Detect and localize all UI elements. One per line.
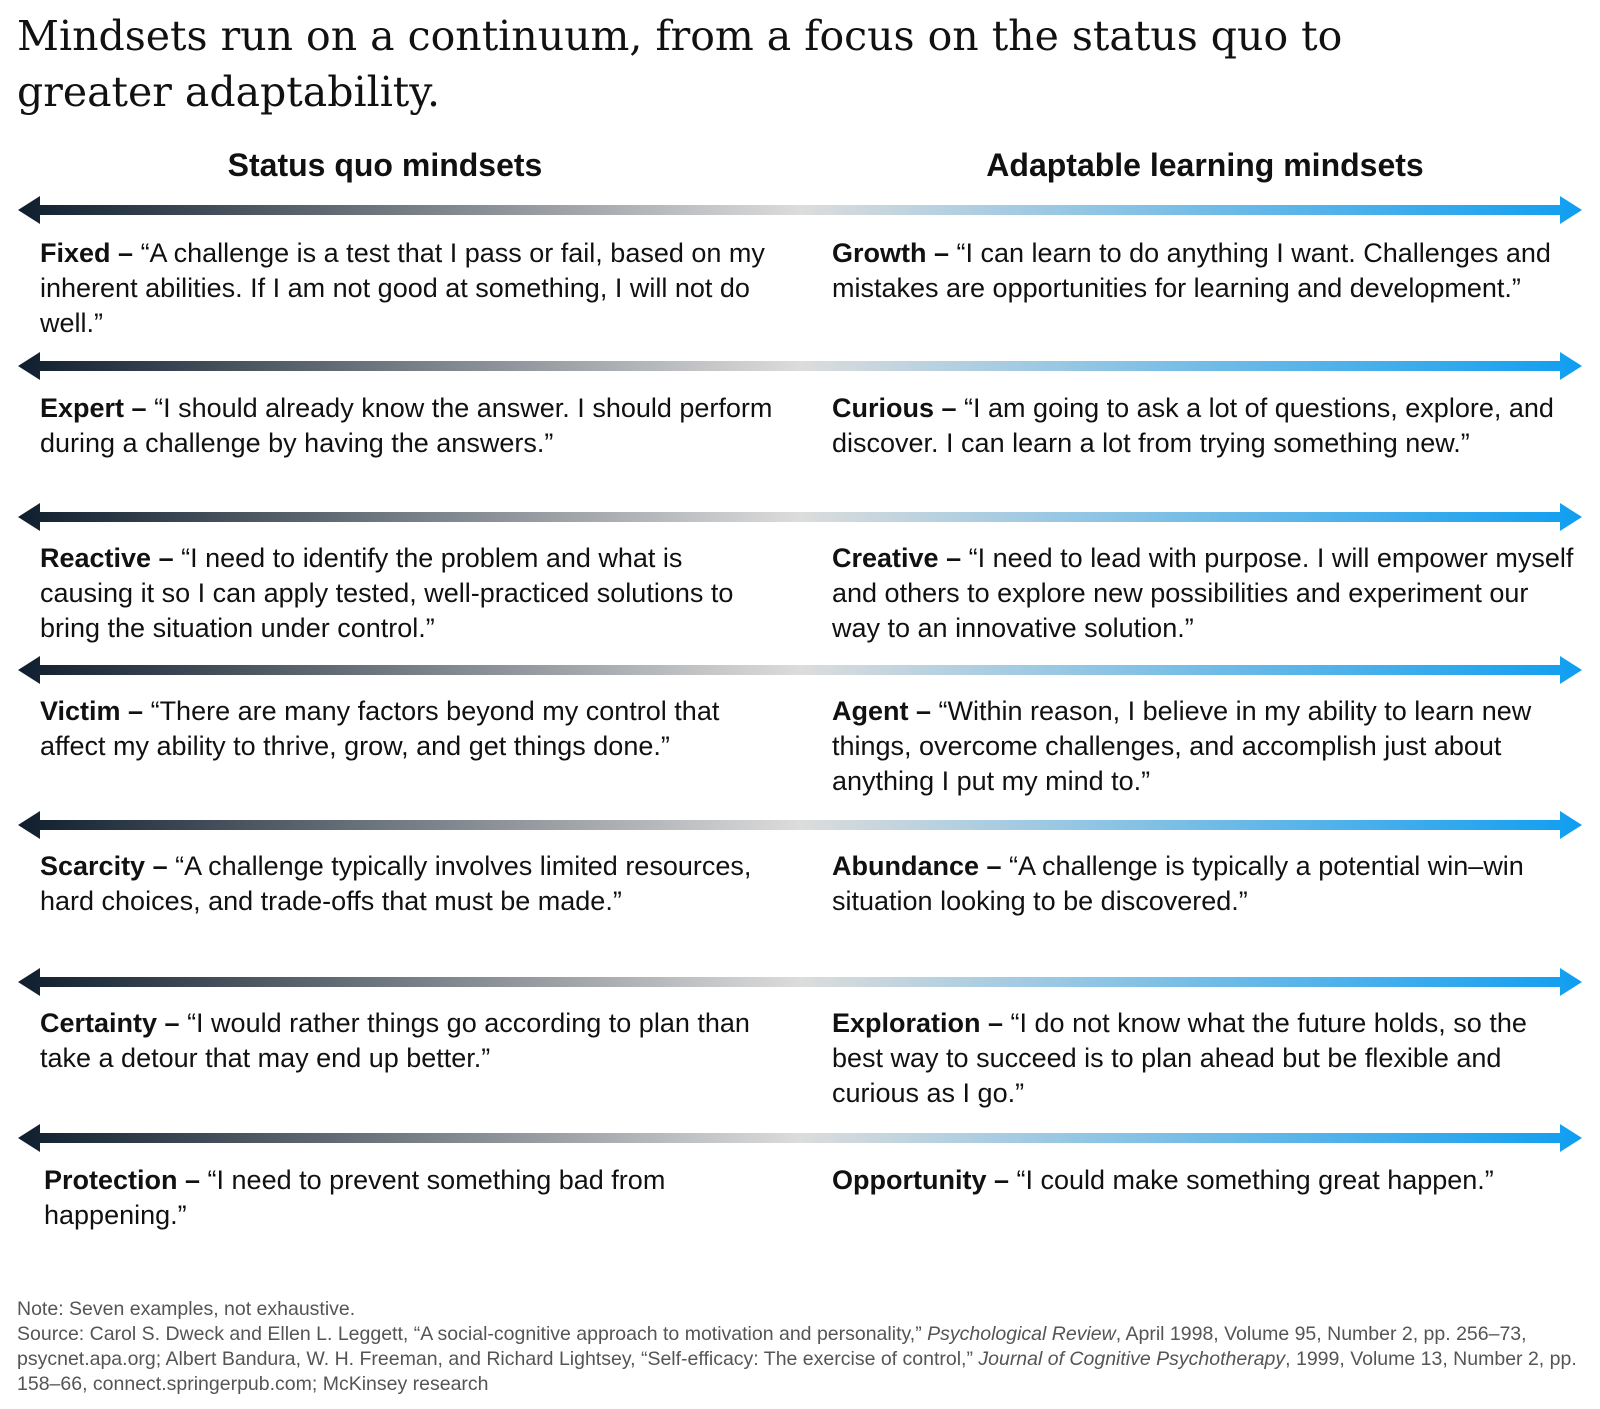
term-separator: – [177,1165,208,1195]
mindset-term: Creative [832,543,939,573]
term-separator: – [908,696,939,726]
continuum-arrow [18,656,1582,684]
mindset-opportunity: Opportunity – “I could make something gr… [832,1163,1582,1198]
footnotes: Note: Seven examples, not exhaustive. So… [17,1297,1577,1397]
continuum-arrow [18,968,1582,996]
mindset-certainty: Certainty – “I would rather things go ac… [40,1006,780,1076]
mindset-fixed: Fixed – “A challenge is a test that I pa… [40,236,780,341]
mindset-creative: Creative – “I need to lead with purpose.… [832,541,1582,646]
term-separator: – [124,393,155,423]
mindset-term: Exploration [832,1008,981,1038]
adaptable-column-heading: Adaptable learning mindsets [986,147,1424,183]
mindset-quote: “A challenge typically involves limited … [40,851,752,916]
term-separator: – [979,851,1010,881]
mindset-term: Abundance [832,851,980,881]
mindset-term: Scarcity [40,851,146,881]
mindset-protection: Protection – “I need to prevent somethin… [44,1163,784,1233]
journal-name: Psychological Review [927,1323,1116,1345]
mindset-term: Protection [44,1165,178,1195]
continuum-arrow [18,352,1582,380]
mindset-quote: “I would rather things go according to p… [40,1008,750,1073]
mindset-abundance: Abundance – “A challenge is typically a … [832,849,1582,919]
continuum-arrow [18,811,1582,839]
mindset-curious: Curious – “I am going to ask a lot of qu… [832,391,1582,461]
double-arrow-icon [18,352,1582,380]
continuum-arrow [18,1124,1582,1152]
mindset-term: Expert [40,393,125,423]
source-part-2: , April 1998, Volume 95, Number 2, pp. 2… [17,1323,1527,1370]
term-separator: – [986,1165,1017,1195]
page-title: Mindsets run on a continuum, from a focu… [17,12,1343,116]
term-separator: – [980,1008,1011,1038]
mindset-term: Agent [832,696,909,726]
mindset-quote: “I need to lead with purpose. I will emp… [832,543,1574,643]
term-separator: – [934,393,965,423]
double-arrow-icon [18,968,1582,996]
mindset-exploration: Exploration – “I do not know what the fu… [832,1006,1582,1111]
double-arrow-icon [18,656,1582,684]
term-separator: – [926,238,957,268]
mindset-term: Fixed [40,238,111,268]
mindset-growth: Growth – “I can learn to do anything I w… [832,236,1582,306]
mindset-term: Curious [832,393,935,423]
term-separator: – [120,696,151,726]
mindset-quote: “I should already know the answer. I sho… [40,393,773,458]
mindset-quote: “There are many factors beyond my contro… [40,696,720,761]
mindset-quote: “I need to identify the problem and what… [40,543,734,643]
term-separator: – [938,543,969,573]
mindset-term: Victim [40,696,121,726]
mindset-quote: “I do not know what the future holds, so… [832,1008,1527,1108]
journal-name: Journal of Cognitive Psychotherapy [978,1348,1286,1370]
mindset-quote: “A challenge is typically a potential wi… [832,851,1524,916]
status-quo-column-heading: Status quo mindsets [227,147,543,183]
double-arrow-icon [18,1124,1582,1152]
mindset-reactive: Reactive – “I need to identify the probl… [40,541,780,646]
mindset-term: Opportunity [832,1165,987,1195]
continuum-arrow [18,196,1582,224]
term-separator: – [110,238,141,268]
mindset-term: Certainty [40,1008,158,1038]
mindset-agent: Agent – “Within reason, I believe in my … [832,694,1582,799]
mindset-quote: “A challenge is a test that I pass or fa… [40,238,765,338]
mindset-expert: Expert – “I should already know the answ… [40,391,780,461]
term-separator: – [151,543,182,573]
mindset-quote: “Within reason, I believe in my ability … [832,696,1532,796]
continuum-arrow [18,503,1582,531]
source-part-3: , 1999, Volume 13, Number 2, pp. 158–66,… [17,1348,1577,1395]
term-separator: – [145,851,176,881]
double-arrow-icon [18,196,1582,224]
mindset-scarcity: Scarcity – “A challenge typically involv… [40,849,780,919]
source-part-1: Source: Carol S. Dweck and Ellen L. Legg… [17,1323,928,1345]
mindset-quote: “I can learn to do anything I want. Chal… [832,238,1551,303]
double-arrow-icon [18,811,1582,839]
mindset-term: Reactive [40,543,152,573]
double-arrow-icon [18,503,1582,531]
mindset-quote: “I need to prevent something bad from ha… [44,1165,666,1230]
mindset-term: Growth [832,238,927,268]
mindset-quote: “I am going to ask a lot of questions, e… [832,393,1554,458]
mindset-victim: Victim – “There are many factors beyond … [40,694,780,764]
mindset-quote: “I could make something great happen.” [1016,1165,1494,1195]
source-text: Source: Carol S. Dweck and Ellen L. Legg… [17,1322,1577,1397]
note-text: Note: Seven examples, not exhaustive. [17,1298,356,1320]
term-separator: – [157,1008,188,1038]
